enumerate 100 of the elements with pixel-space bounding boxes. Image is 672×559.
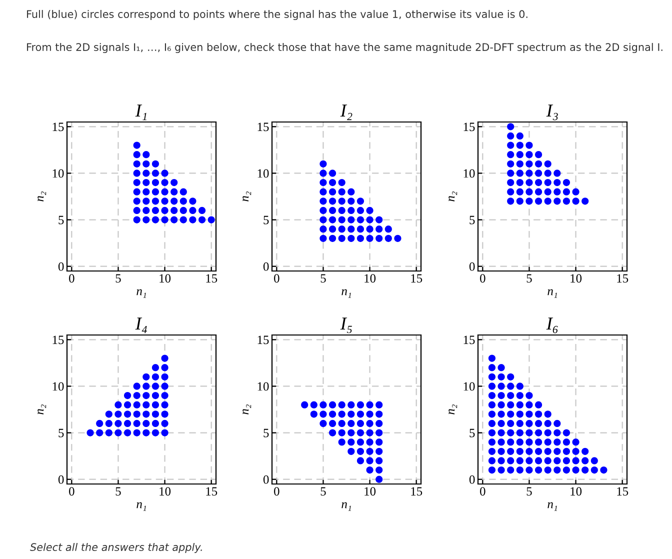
point <box>328 170 336 177</box>
point <box>534 448 542 455</box>
point <box>142 188 150 196</box>
point <box>544 457 552 464</box>
point <box>133 170 140 177</box>
x-tick-label: 0 <box>69 487 74 496</box>
point <box>376 457 383 464</box>
point <box>544 198 552 205</box>
point <box>488 448 496 455</box>
point <box>600 466 608 474</box>
point <box>348 216 355 224</box>
point <box>526 198 533 205</box>
point <box>544 160 552 168</box>
point <box>328 401 336 408</box>
point <box>338 438 346 446</box>
point <box>133 160 140 168</box>
point <box>488 438 496 446</box>
point <box>590 457 598 464</box>
point <box>507 142 514 149</box>
point <box>526 420 533 428</box>
point <box>516 160 524 168</box>
point <box>356 420 364 428</box>
point <box>544 170 552 177</box>
point <box>488 466 496 474</box>
y-tick-label: 10 <box>464 169 475 178</box>
point <box>572 188 580 196</box>
point <box>338 234 346 242</box>
point <box>516 401 524 408</box>
point <box>554 466 561 474</box>
point <box>526 448 533 455</box>
y-axis-title: n₂ <box>242 192 252 202</box>
point <box>507 132 514 140</box>
point <box>320 178 327 186</box>
point <box>544 420 552 428</box>
point <box>161 206 168 214</box>
point <box>161 198 168 205</box>
point <box>161 373 168 380</box>
chart-title: I₃ <box>546 104 558 120</box>
point <box>320 401 327 408</box>
y-tick-label: 5 <box>470 216 475 224</box>
point <box>86 429 94 436</box>
point <box>526 170 533 177</box>
point <box>170 216 178 224</box>
point <box>338 206 346 214</box>
point <box>498 457 505 464</box>
x-tick-label: 5 <box>320 487 326 496</box>
point <box>180 206 187 214</box>
point <box>507 198 514 205</box>
point <box>534 178 542 186</box>
point <box>366 420 374 428</box>
point <box>356 438 364 446</box>
point <box>142 429 150 436</box>
chart-title: I₅ <box>340 318 352 334</box>
point <box>161 178 168 186</box>
point <box>516 382 524 390</box>
point <box>498 382 505 390</box>
point <box>320 420 327 428</box>
point <box>161 429 168 436</box>
y-tick-label: 5 <box>58 428 64 438</box>
point <box>507 188 514 196</box>
point <box>142 392 150 400</box>
point <box>338 216 346 224</box>
point <box>554 438 561 446</box>
x-tick-label: 0 <box>69 274 74 283</box>
point <box>328 206 336 214</box>
point <box>526 188 533 196</box>
point <box>516 142 524 149</box>
y-tick-label: 10 <box>258 169 269 178</box>
x-tick-label: 10 <box>160 487 171 496</box>
point <box>554 420 561 428</box>
point <box>376 226 383 233</box>
point <box>320 410 327 418</box>
point <box>170 188 178 196</box>
point <box>142 206 150 214</box>
point <box>366 429 374 436</box>
y-tick-label: 0 <box>263 475 269 484</box>
x-tick-label: 10 <box>570 274 582 283</box>
point <box>320 198 327 205</box>
point <box>161 170 168 177</box>
x-tick-label: 5 <box>116 274 121 283</box>
point <box>562 466 570 474</box>
point <box>498 429 505 436</box>
point <box>152 170 160 177</box>
point <box>376 448 383 455</box>
point <box>161 392 168 400</box>
point <box>142 410 150 418</box>
point <box>582 457 589 464</box>
point <box>356 401 364 408</box>
point <box>376 234 383 242</box>
point <box>189 216 196 224</box>
point <box>348 234 355 242</box>
point <box>338 420 346 428</box>
point <box>338 410 346 418</box>
point <box>572 198 580 205</box>
point <box>554 198 561 205</box>
x-tick-label: 0 <box>480 487 486 496</box>
point <box>161 382 168 390</box>
y-tick-label: 15 <box>52 336 64 344</box>
point <box>526 178 533 186</box>
point <box>328 178 336 186</box>
